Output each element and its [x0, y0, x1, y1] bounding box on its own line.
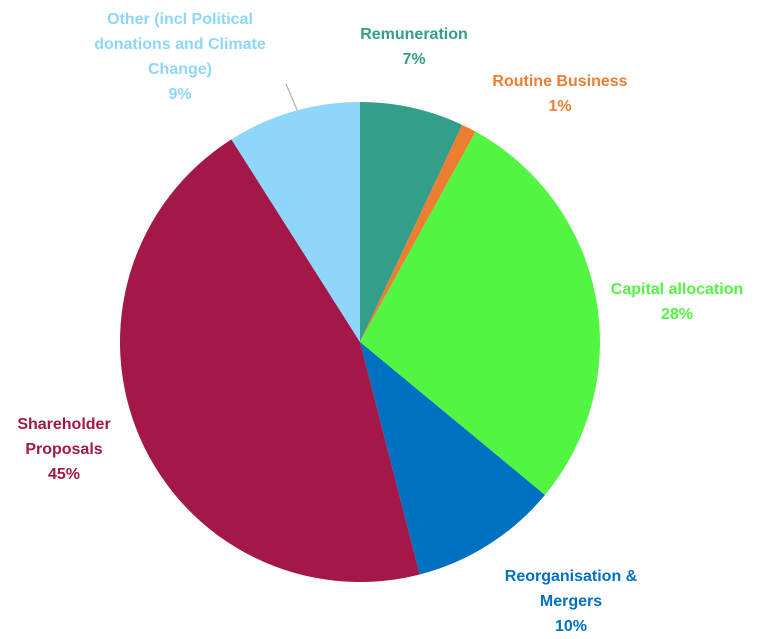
pie-slice — [360, 102, 463, 342]
value-label: 28% — [660, 306, 694, 323]
value-label: 1% — [548, 98, 572, 115]
category-name: Other (incl Political donations and Clim… — [94, 11, 266, 78]
value-label: 7% — [402, 51, 426, 68]
value-label: 9% — [168, 86, 192, 103]
slice-label: Other (incl Political donations and Clim… — [75, 7, 285, 107]
slice-label: Remuneration 7% — [324, 22, 504, 72]
leader-line — [285, 83, 299, 113]
category-name: Capital allocation — [610, 281, 744, 298]
pie-slice — [360, 131, 600, 495]
slice-label: Routine Business 1% — [470, 69, 650, 119]
pie-slice — [360, 124, 476, 342]
slice-label: Reorganisation & Mergers 10% — [486, 564, 656, 639]
category-name: Shareholder Proposals — [17, 416, 111, 458]
slice-label: Shareholder Proposals 45% — [4, 412, 124, 487]
slice-label: Capital allocation 28% — [587, 277, 767, 327]
pie-slice — [119, 139, 420, 583]
category-name: Reorganisation & Mergers — [504, 568, 638, 610]
pie-slice — [231, 102, 360, 342]
pie-slice — [360, 342, 545, 575]
category-name: Routine Business — [492, 73, 628, 90]
value-label: 45% — [47, 466, 81, 483]
category-name: Remuneration — [360, 26, 468, 43]
value-label: 10% — [554, 618, 588, 635]
